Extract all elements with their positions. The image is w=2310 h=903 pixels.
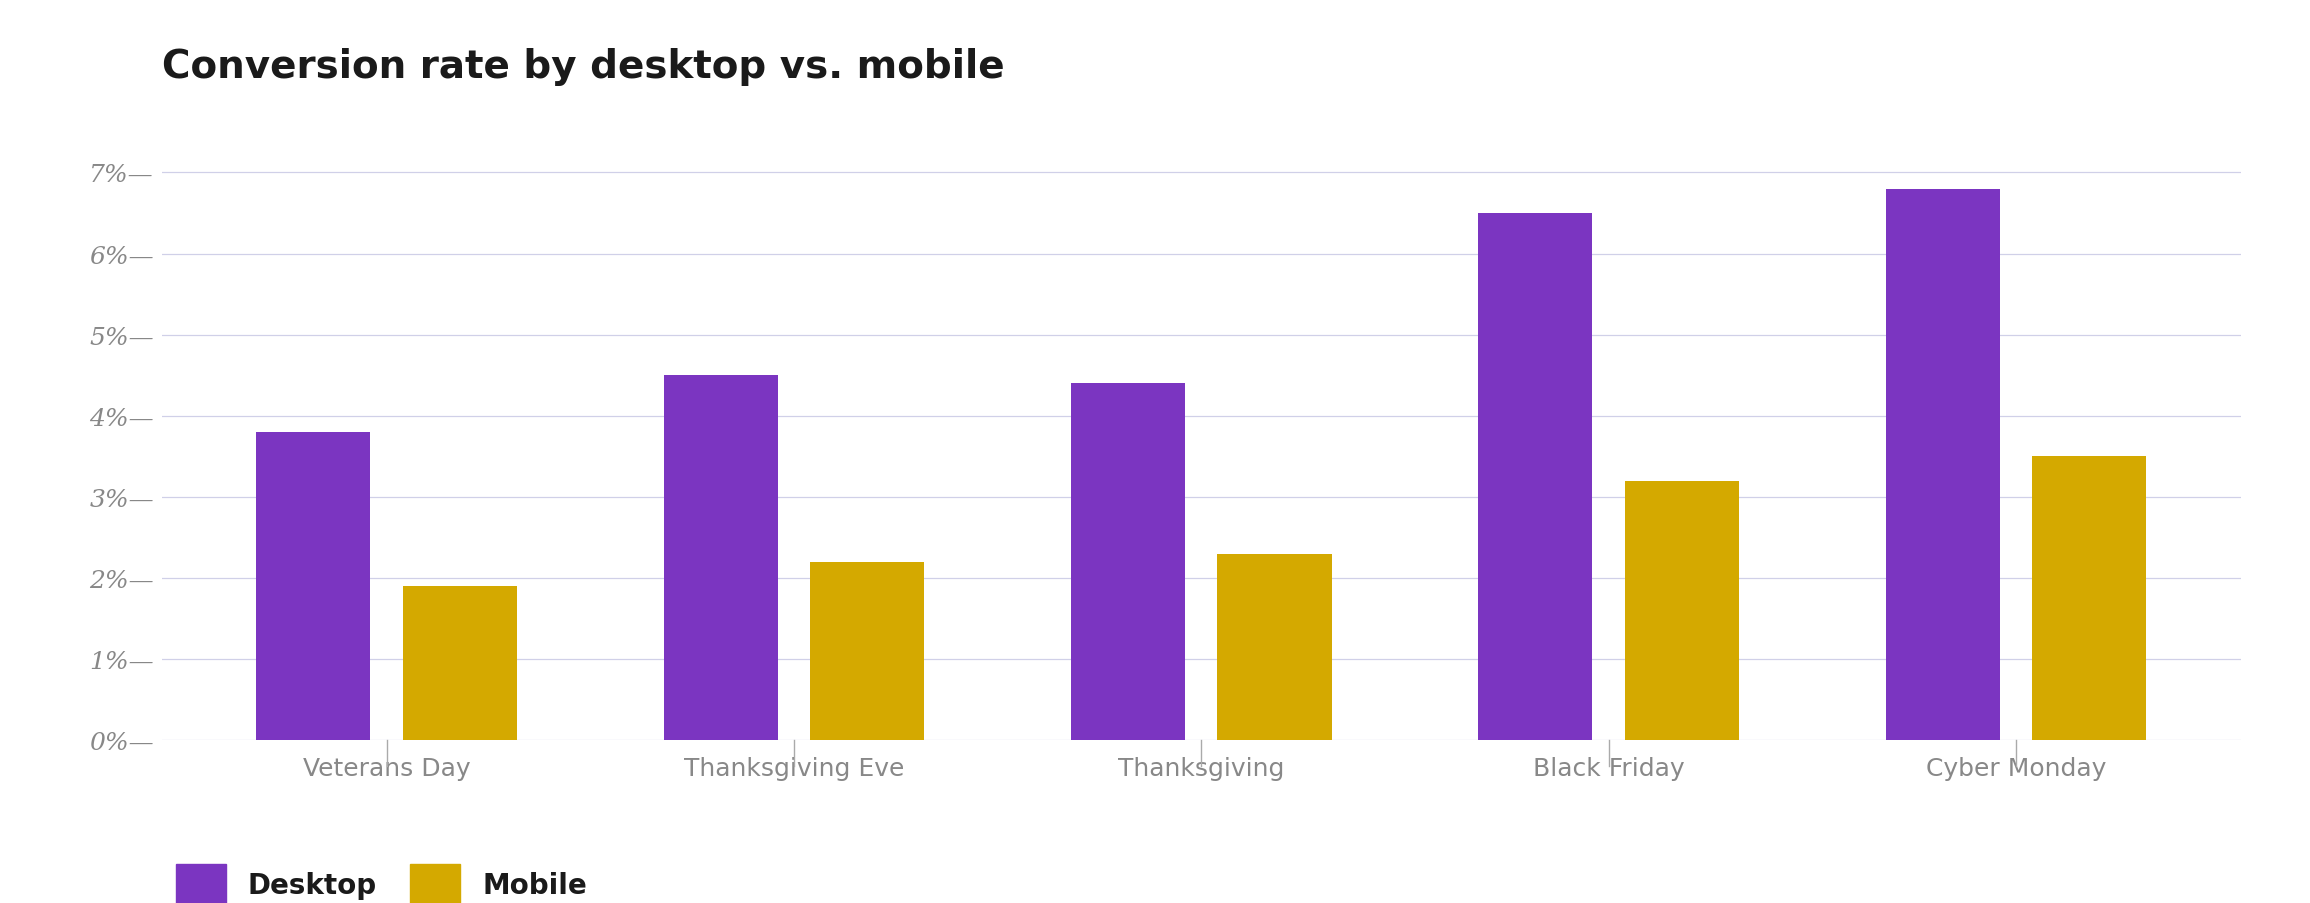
- Bar: [1478, 214, 1592, 740]
- Bar: [256, 433, 370, 740]
- Legend: Desktop, Mobile: Desktop, Mobile: [176, 864, 587, 903]
- Bar: [402, 586, 517, 740]
- Bar: [1624, 481, 1739, 740]
- Bar: [811, 563, 924, 740]
- Bar: [663, 376, 778, 740]
- Text: Conversion rate by desktop vs. mobile: Conversion rate by desktop vs. mobile: [162, 48, 1005, 86]
- Bar: [2033, 457, 2146, 740]
- Bar: [1885, 190, 2000, 740]
- Bar: [1217, 554, 1331, 740]
- Bar: [1072, 384, 1185, 740]
